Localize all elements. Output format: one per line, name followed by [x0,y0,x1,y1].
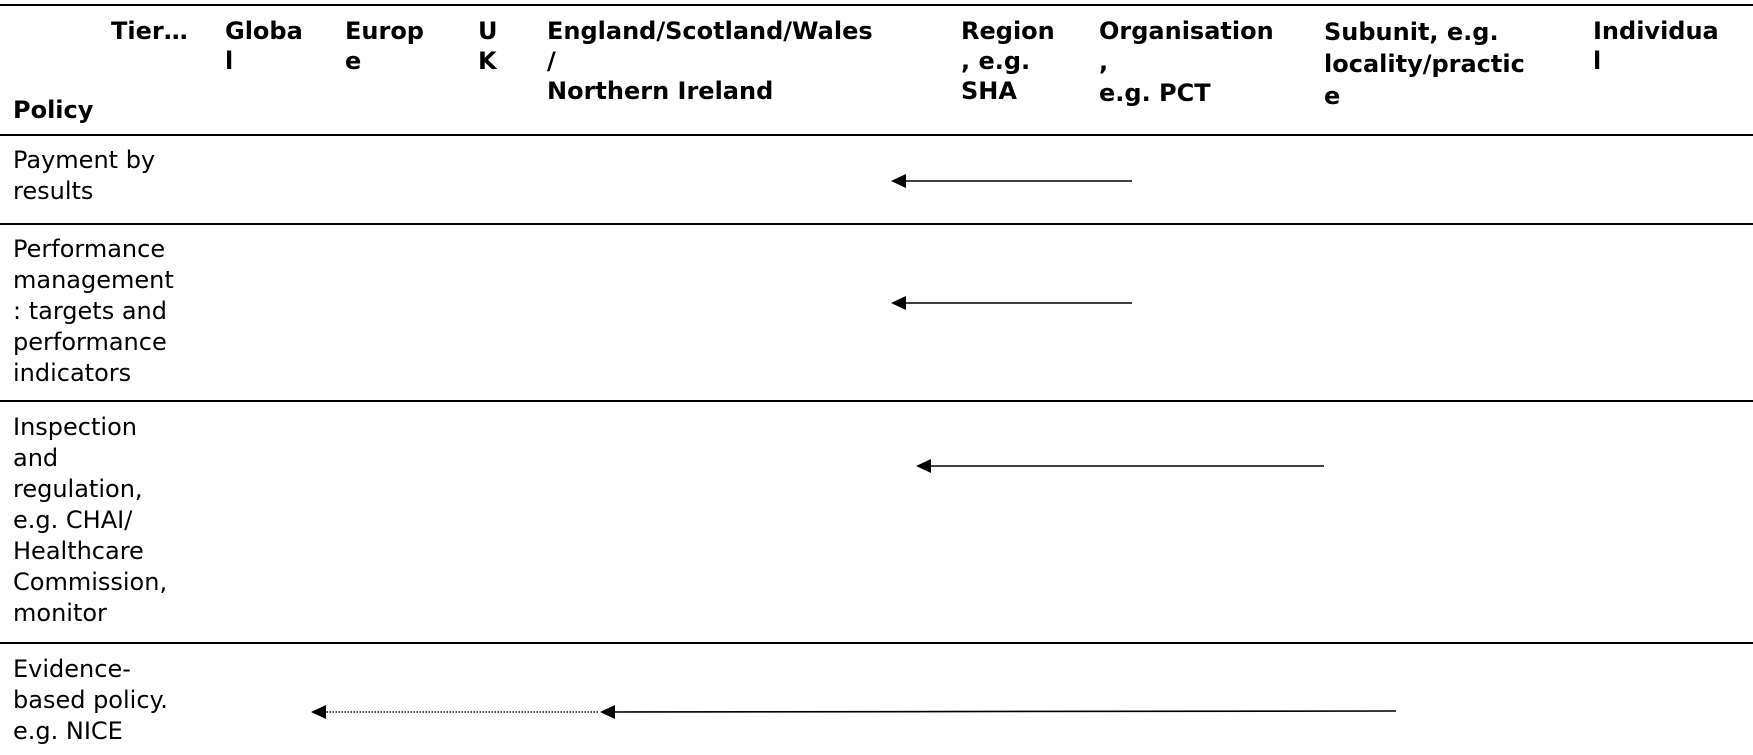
column-header-global: Globa l [225,17,303,75]
row-divider [0,642,1753,644]
tier-header-label: Tier… [111,17,188,45]
column-header-uk: U K [478,17,498,75]
policy-row-inspection-regulation: Inspection and regulation, e.g. CHAI/ He… [13,413,168,627]
policy-header-label: Policy [13,96,94,124]
column-header-national: England/Scotland/Wales / Northern Irelan… [547,17,873,105]
column-header-subunit: Subunit, e.g. locality/practic e [1324,18,1525,110]
column-header-region: Region , e.g. SHA [961,17,1055,105]
policy-row-payment-by-results: Payment by results [13,146,156,205]
dotted-arrow-evidence-based-policy [311,705,598,719]
arrow-evidence-based-policy [600,705,1397,719]
arrow-performance-management [891,296,1132,310]
policy-row-performance-management: Performance management : targets and per… [13,235,174,387]
policy-row-evidence-based-policy: Evidence- based policy. e.g. NICE [13,655,168,745]
row-divider [0,400,1753,402]
column-header-organisation: Organisation , e.g. PCT [1099,17,1274,107]
column-header-individual: Individua l [1593,17,1719,75]
column-header-europe: Europ e [345,17,424,75]
arrow-inspection-regulation [916,459,1324,473]
table-top-border [0,4,1753,6]
row-divider [0,223,1753,225]
arrow-payment-by-results [891,174,1132,188]
header-bottom-border [0,134,1753,136]
